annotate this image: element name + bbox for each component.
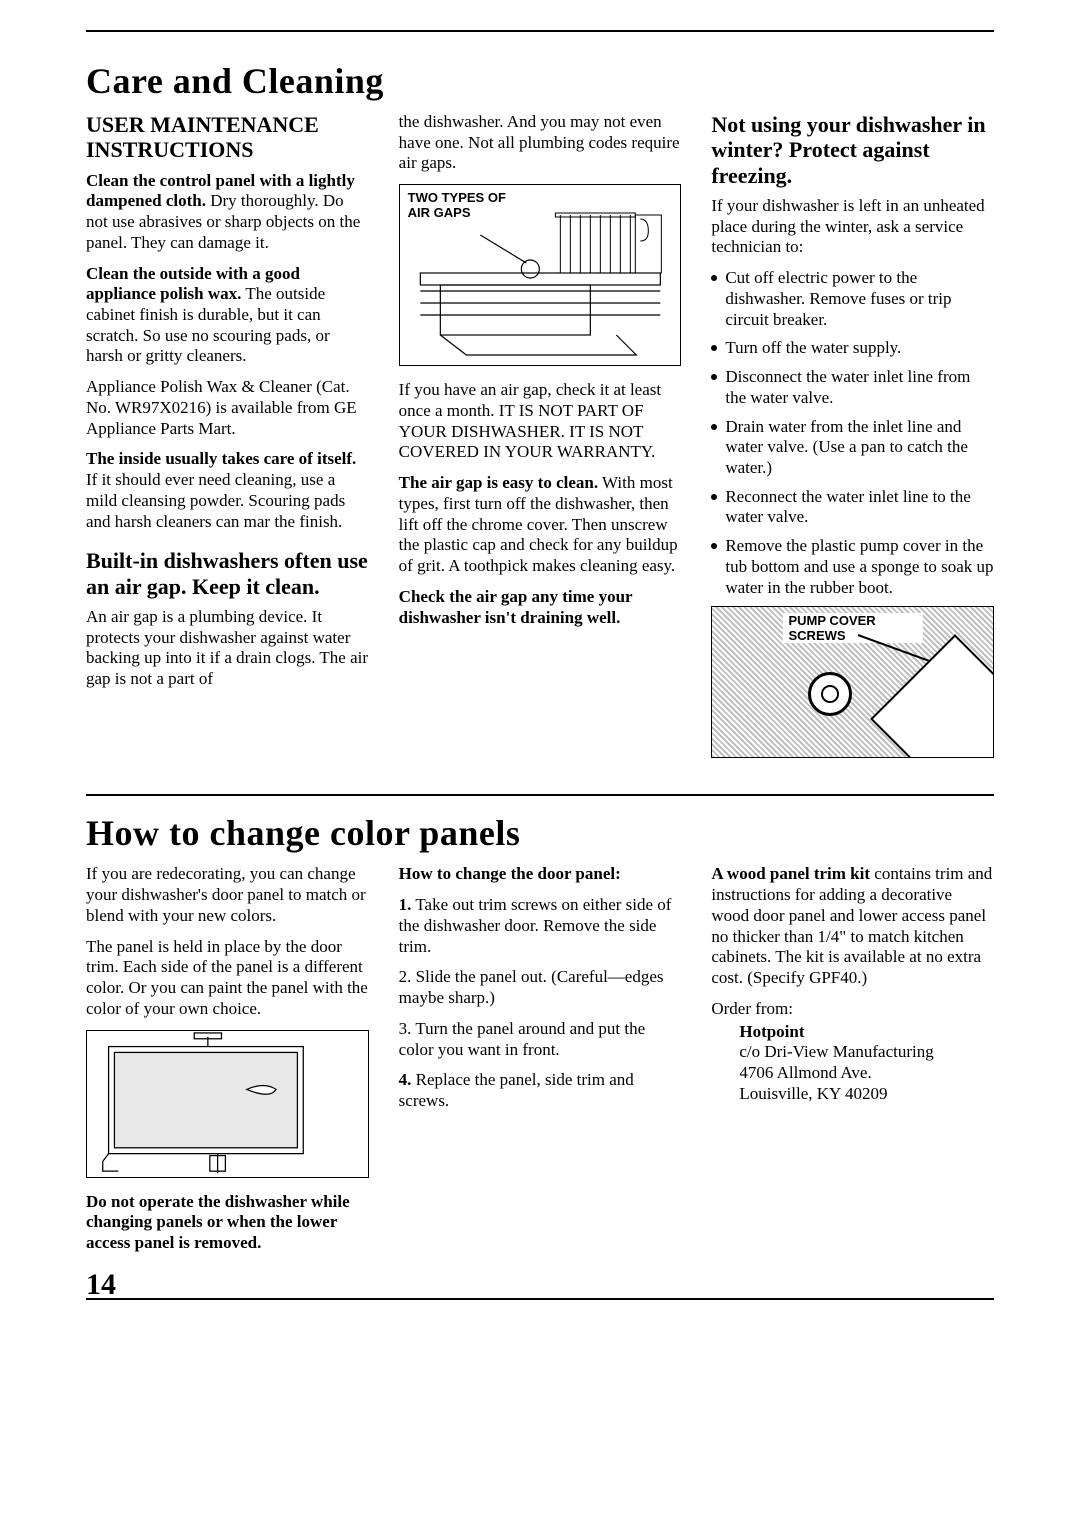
para-inside-care: The inside usually takes care of itself.…: [86, 449, 369, 532]
para-winter-intro: If your dishwasher is left in an unheate…: [711, 196, 994, 258]
para-airgap-check: If you have an air gap, check it at leas…: [399, 380, 682, 463]
section2-columns: If you are redecorating, you can change …: [86, 864, 994, 1263]
para-clean-outside: Clean the outside with a good appliance …: [86, 264, 369, 368]
list-item: Turn off the water supply.: [711, 338, 994, 359]
step-1: 1. Take out trim screws on either side o…: [399, 895, 682, 957]
manual-page: Care and Cleaning USER MAINTENANCE INSTR…: [0, 0, 1080, 1528]
address-line: Louisville, KY 40209: [739, 1084, 994, 1105]
list-item: Reconnect the water inlet line to the wa…: [711, 487, 994, 528]
section2-title: How to change color panels: [86, 812, 994, 854]
label-order-from: Order from:: [711, 999, 994, 1020]
heading-winter: Not using your dishwasher in winter? Pro…: [711, 112, 994, 188]
door-panel-illustration: [87, 1031, 368, 1177]
para-do-not-operate: Do not operate the dishwasher while chan…: [86, 1192, 369, 1254]
pump-disc-icon: [808, 672, 852, 716]
para-panel-held: The panel is held in place by the door t…: [86, 937, 369, 1020]
bold-run: 1.: [399, 895, 412, 914]
para-airgap-easy: The air gap is easy to clean. With most …: [399, 473, 682, 577]
text-run: Replace the panel, side trim and screws.: [399, 1070, 634, 1110]
list-item: Cut off electric power to the dishwasher…: [711, 268, 994, 330]
section1-col1: USER MAINTENANCE INSTRUCTIONS Clean the …: [86, 112, 369, 772]
para-wood-kit: A wood panel trim kit contains trim and …: [711, 864, 994, 988]
para-airgap-cont: the dishwasher. And you may not even hav…: [399, 112, 682, 174]
para-airgap-check-drain: Check the air gap any time your dishwash…: [399, 587, 682, 628]
section1-col2: the dishwasher. And you may not even hav…: [399, 112, 682, 772]
section1-title: Care and Cleaning: [86, 60, 994, 102]
bold-run: A wood panel trim kit: [711, 864, 870, 883]
page-number: 14: [86, 1268, 994, 1302]
bold-run: Check the air gap any time your dishwash…: [399, 587, 633, 627]
figure-door-panel: [86, 1030, 369, 1178]
section2-col3: A wood panel trim kit contains trim and …: [711, 864, 994, 1263]
section1-col3: Not using your dishwasher in winter? Pro…: [711, 112, 994, 772]
address-name: Hotpoint: [739, 1022, 994, 1043]
text-run: If it should ever need cleaning, use a m…: [86, 470, 345, 530]
bold-run: The inside usually takes care of itself.: [86, 449, 356, 468]
mid-rule: [86, 794, 994, 796]
para-airgap-intro: An air gap is a plumbing device. It prot…: [86, 607, 369, 690]
list-item: Drain water from the inlet line and wate…: [711, 417, 994, 479]
step-4: 4. Replace the panel, side trim and scre…: [399, 1070, 682, 1111]
top-rule: [86, 30, 994, 32]
heading-user-maintenance: USER MAINTENANCE INSTRUCTIONS: [86, 112, 369, 163]
step-2: 2. Slide the panel out. (Careful—edges m…: [399, 967, 682, 1008]
list-item: Disconnect the water inlet line from the…: [711, 367, 994, 408]
winter-bullet-list: Cut off electric power to the dishwasher…: [711, 268, 994, 598]
corner-shape: [870, 635, 994, 759]
step-3: 3. Turn the panel around and put the col…: [399, 1019, 682, 1060]
section1-columns: USER MAINTENANCE INSTRUCTIONS Clean the …: [86, 112, 994, 772]
address-block: Hotpoint c/o Dri-View Manufacturing 4706…: [711, 1022, 994, 1105]
text-run: Take out trim screws on either side of t…: [399, 895, 672, 955]
para-polish-wax: Appliance Polish Wax & Cleaner (Cat. No.…: [86, 377, 369, 439]
address-line: 4706 Allmond Ave.: [739, 1063, 994, 1084]
section2-col2: How to change the door panel: 1. Take ou…: [399, 864, 682, 1263]
address-line: c/o Dri-View Manufacturing: [739, 1042, 994, 1063]
bold-run: How to change the door panel:: [399, 864, 621, 883]
figure-pump-cover: PUMP COVER SCREWS: [711, 606, 994, 758]
heading-airgap: Built-in dishwashers often use an air ga…: [86, 548, 369, 599]
bold-run: Do not operate the dishwasher while chan…: [86, 1192, 350, 1252]
section2-col1: If you are redecorating, you can change …: [86, 864, 369, 1263]
bold-run: The air gap is easy to clean.: [399, 473, 598, 492]
list-item: Remove the plastic pump cover in the tub…: [711, 536, 994, 598]
figure-air-gap-caption: TWO TYPES OF AIR GAPS: [408, 191, 506, 221]
para-redecorating: If you are redecorating, you can change …: [86, 864, 369, 926]
bold-run: 4.: [399, 1070, 412, 1089]
figure-air-gap: TWO TYPES OF AIR GAPS: [399, 184, 682, 366]
figure-pump-caption: PUMP COVER SCREWS: [783, 613, 923, 643]
heading-howto-door: How to change the door panel:: [399, 864, 682, 885]
para-clean-control-panel: Clean the control panel with a lightly d…: [86, 171, 369, 254]
bottom-rule: [86, 1298, 994, 1300]
